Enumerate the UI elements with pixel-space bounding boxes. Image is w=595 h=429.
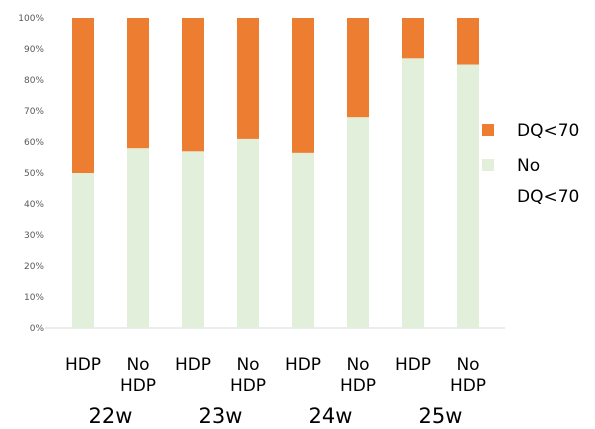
y-tick-label: 0% <box>30 324 45 334</box>
y-tick-label: 80% <box>24 76 44 86</box>
x-category-label: No HDP <box>230 355 266 396</box>
bar-segment-dq70 <box>292 18 314 153</box>
legend-swatch <box>482 124 494 136</box>
x-category-label: HDP <box>285 355 321 375</box>
bar-segment-no-dq70 <box>402 58 424 329</box>
x-group-label: 25w <box>419 404 463 428</box>
bar-segment-dq70 <box>72 18 94 173</box>
y-tick-label: 20% <box>24 262 44 272</box>
bar-segment-dq70 <box>127 18 149 149</box>
y-tick-label: 30% <box>24 231 44 241</box>
bar-segment-no-dq70 <box>457 64 479 328</box>
bar-segment-no-dq70 <box>127 148 149 328</box>
bar-segment-dq70 <box>237 18 259 139</box>
x-category-label: HDP <box>65 355 101 375</box>
bar-segment-no-dq70 <box>237 138 259 328</box>
legend-label: DQ<70 <box>517 121 579 141</box>
y-tick-label: 10% <box>24 293 44 303</box>
x-group-label: 23w <box>199 404 243 428</box>
y-tick-label: 40% <box>24 200 44 210</box>
x-category-label: No HDP <box>340 355 376 396</box>
y-tick-label: 70% <box>24 107 44 117</box>
y-tick-label: 60% <box>24 138 44 148</box>
bar-segment-no-dq70 <box>292 152 314 328</box>
bar-segment-dq70 <box>347 18 369 118</box>
y-tick-label: 90% <box>24 45 44 55</box>
legend-label: No DQ<70 <box>517 156 579 207</box>
x-category-label: HDP <box>395 355 431 375</box>
x-category-label: No HDP <box>450 355 486 396</box>
bar-segment-dq70 <box>402 18 424 59</box>
y-tick-label: 50% <box>24 169 44 179</box>
x-category-label: HDP <box>175 355 211 375</box>
x-axis-labels: HDP No HDP HDP No HDP HDP No HDP HDP No HDP 22w 23w 24… <box>65 355 486 428</box>
x-group-label: 22w <box>89 404 133 428</box>
legend-swatch <box>482 159 494 171</box>
x-group-label: 24w <box>309 404 353 428</box>
bar-segment-no-dq70 <box>72 173 94 328</box>
bar-segment-no-dq70 <box>347 117 369 328</box>
legend: DQ<70 No DQ<70 <box>482 121 579 207</box>
bars-layer <box>72 18 479 329</box>
y-tick-label: 100% <box>18 14 44 24</box>
x-category-label: No HDP <box>120 355 156 396</box>
bar-segment-dq70 <box>182 18 204 152</box>
bar-segment-no-dq70 <box>182 151 204 328</box>
bar-segment-dq70 <box>457 18 479 65</box>
axis-layer: 0% 10% 20% 30% 40% 50% 60% 70% 80% 90% 100% <box>18 14 505 334</box>
